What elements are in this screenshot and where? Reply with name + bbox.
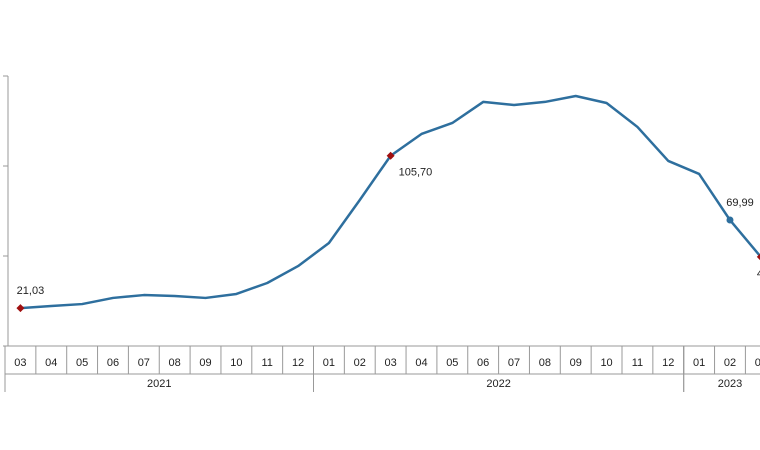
x-tick-label: 06 [107, 357, 119, 369]
x-tick-label: 09 [199, 357, 211, 369]
x-tick-label: 04 [415, 357, 427, 369]
x-tick-label: 12 [292, 357, 304, 369]
data-label: 21,03 [17, 285, 45, 297]
x-tick-label: 02 [724, 357, 736, 369]
x-tick-label: 03 [385, 357, 397, 369]
x-tick-label: 02 [354, 357, 366, 369]
x-tick-label: 11 [262, 357, 273, 369]
point-marker [386, 151, 395, 160]
x-tick-label: 06 [477, 357, 489, 369]
x-tick-label: 12 [662, 357, 674, 369]
x-tick-label: 01 [323, 357, 335, 369]
x-tick-label: 05 [446, 357, 458, 369]
line [20, 94, 760, 310]
year-label: 2022 [486, 378, 510, 390]
x-tick-label: 11 [632, 357, 643, 369]
x-tick-label: 08 [169, 357, 181, 369]
year-label: 2023 [718, 378, 742, 390]
x-tick-label: 07 [508, 357, 520, 369]
data-label: 105,70 [399, 167, 433, 179]
x-tick-label: 09 [570, 357, 582, 369]
x-tick-label: 10 [230, 357, 242, 369]
point-marker [756, 253, 760, 261]
year-label: 2021 [147, 378, 171, 390]
x-tick-label: 10 [600, 357, 612, 369]
x-tick-label: 07 [138, 357, 150, 369]
point-marker [726, 216, 734, 224]
x-tick-label: 04 [45, 357, 57, 369]
point-marker [16, 304, 25, 313]
data-label: 69,99 [726, 197, 754, 209]
x-tick-label: 05 [76, 357, 88, 369]
x-tick-label: 01 [693, 357, 705, 369]
x-tick-label: 03 [755, 357, 760, 369]
x-tick-label: 03 [14, 357, 26, 369]
data-label: 49 [757, 268, 760, 280]
x-tick-label: 08 [539, 357, 551, 369]
